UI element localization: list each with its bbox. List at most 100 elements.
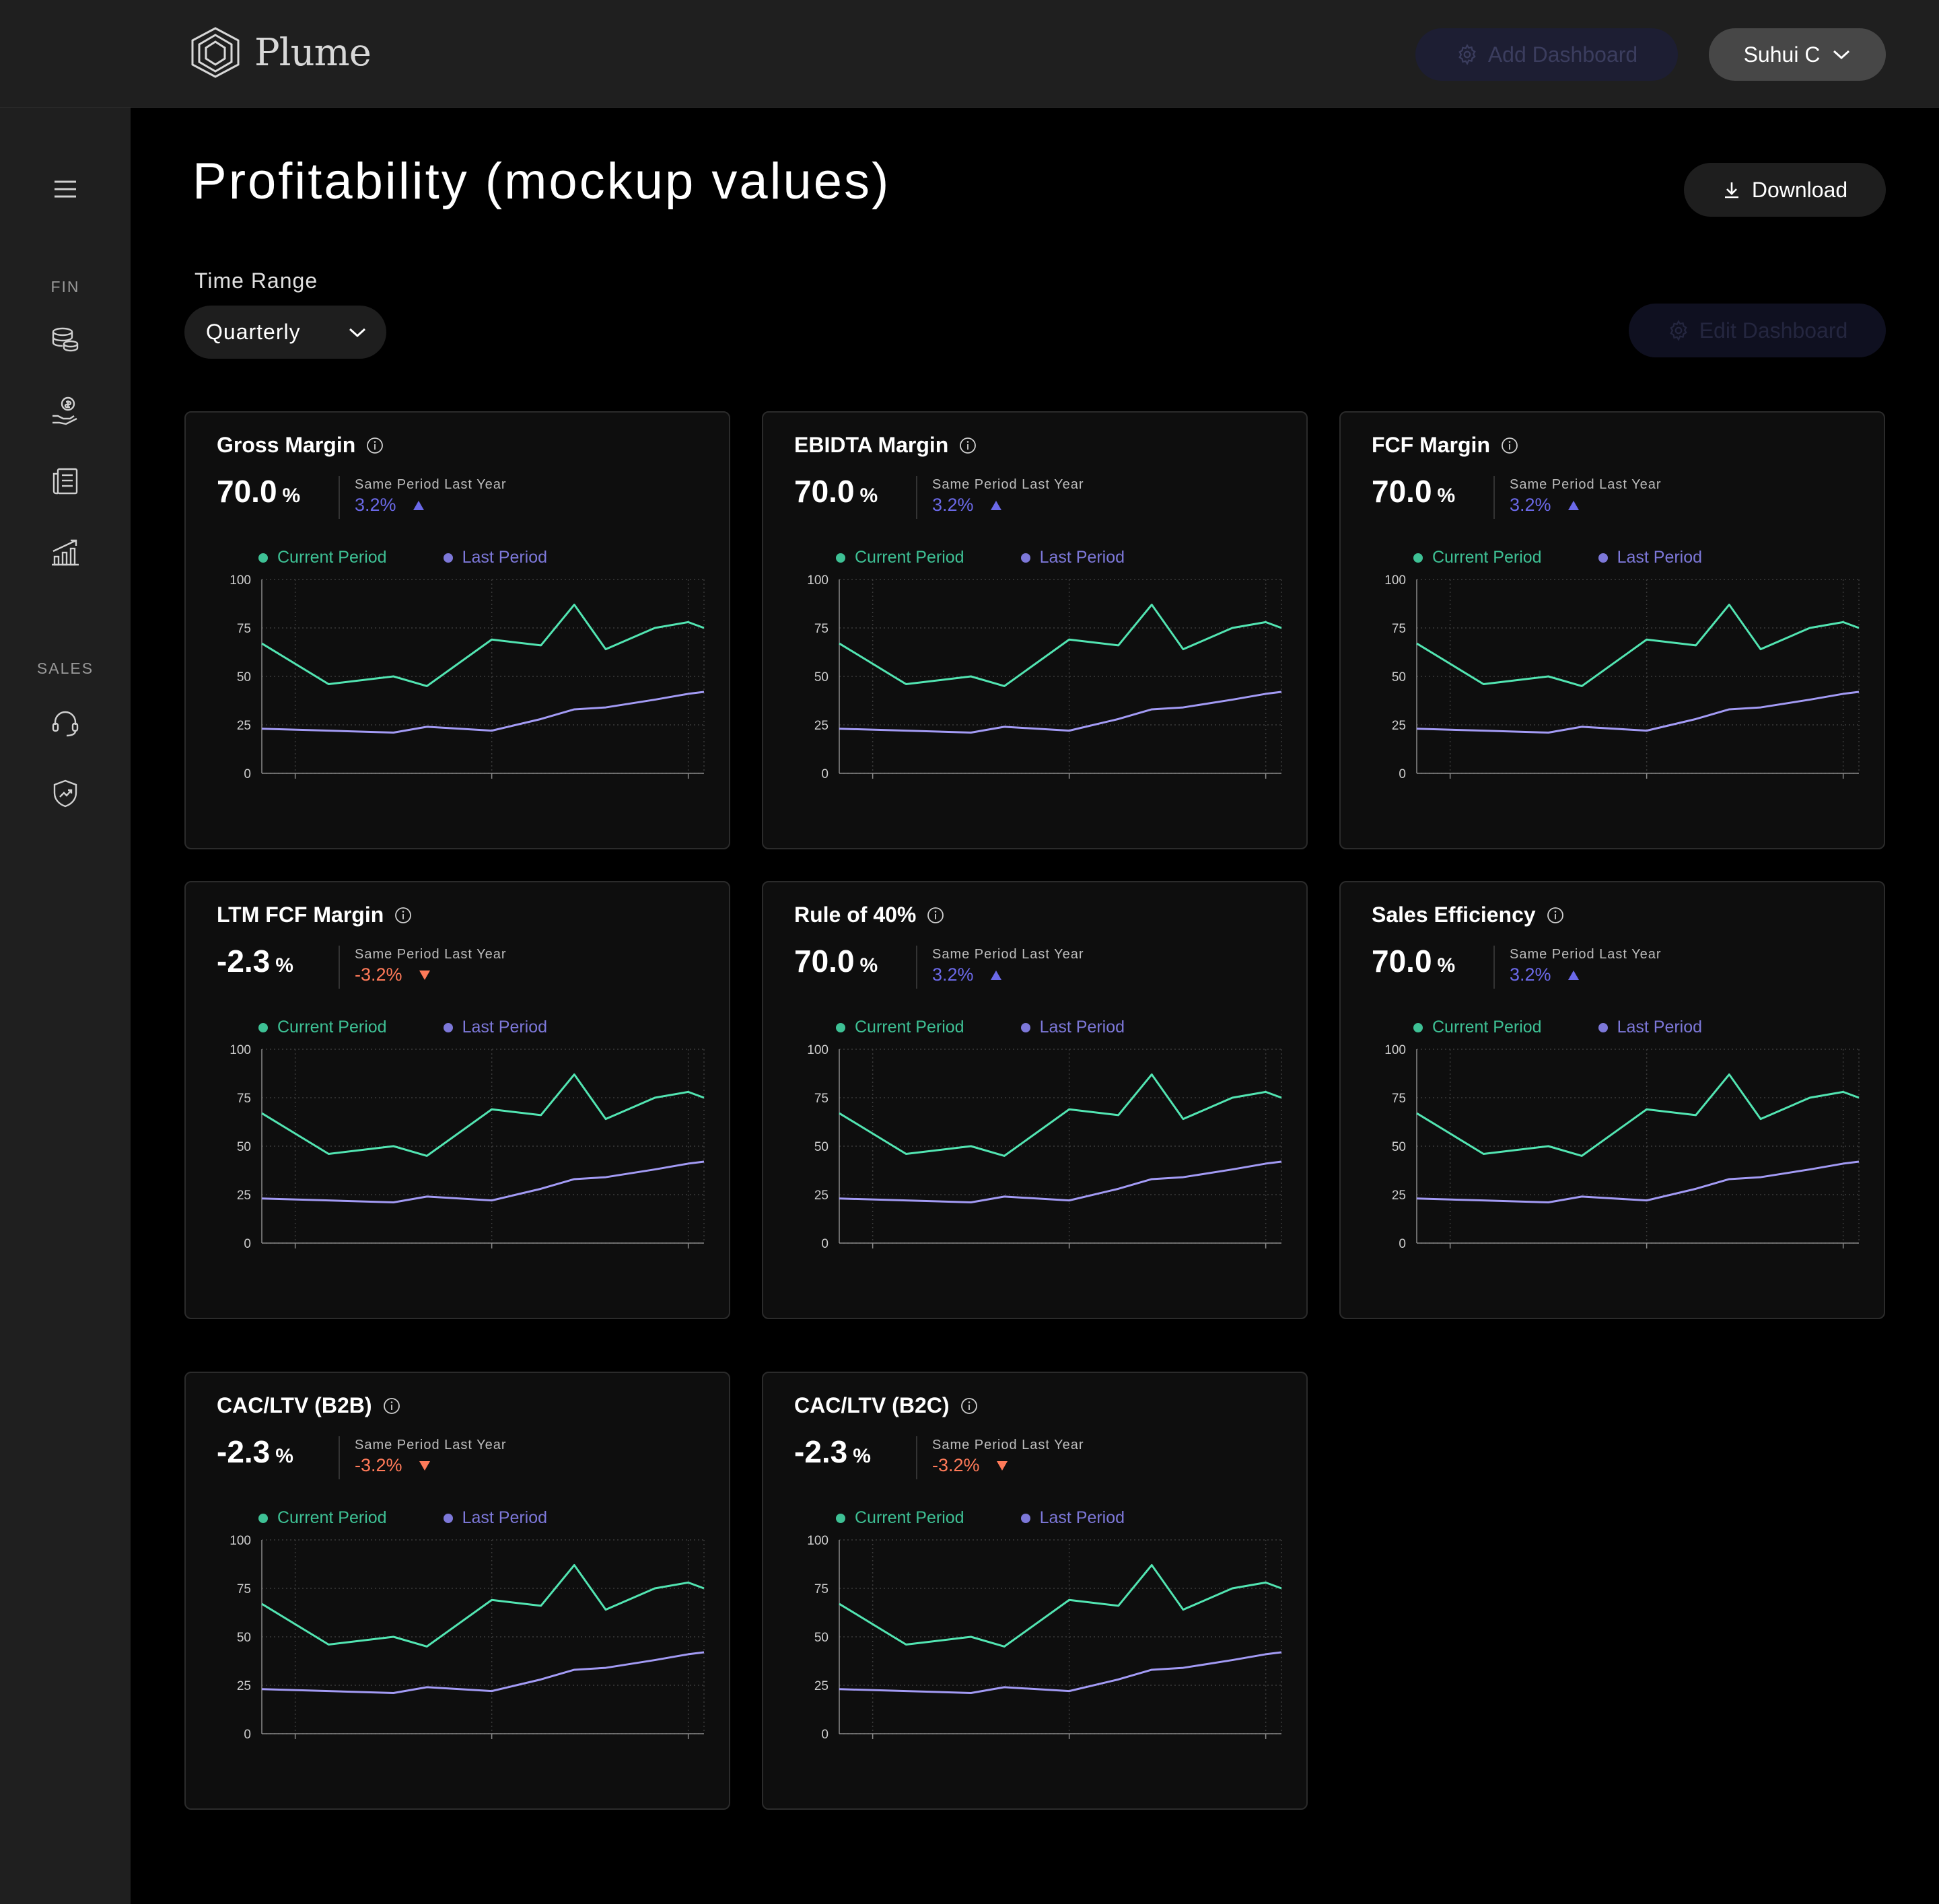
legend-item-current[interactable]: Current Period — [836, 1508, 964, 1528]
legend-item-current[interactable]: Current Period — [1413, 1018, 1542, 1037]
time-range-label: Time Range — [195, 269, 318, 293]
legend-item-last[interactable]: Last Period — [1598, 1018, 1702, 1037]
metric-divider — [916, 946, 917, 989]
hand-money-icon[interactable] — [48, 394, 82, 427]
time-range-select[interactable]: Quarterly — [184, 306, 386, 359]
card-title: Gross Margin — [217, 433, 384, 458]
y-tick-label: 25 — [1392, 1189, 1406, 1203]
sidebar-section-sales: SALES — [36, 660, 94, 677]
metric-divider — [1493, 476, 1495, 519]
info-icon[interactable] — [960, 1397, 978, 1415]
metric-card: LTM FCF Margin -2.3% Same Period Last Year… — [184, 881, 730, 1319]
y-tick-label: 75 — [814, 622, 829, 636]
info-icon[interactable] — [1501, 437, 1518, 454]
plume-logo-icon — [191, 27, 240, 78]
legend-item-last[interactable]: Last Period — [1020, 1508, 1125, 1528]
user-menu-button[interactable]: Suhui C — [1709, 28, 1886, 81]
y-tick-label: 75 — [237, 1582, 251, 1596]
metric-divider — [1493, 946, 1495, 989]
x-tick-label: 2020 — [1436, 1257, 1464, 1258]
y-tick-label: 100 — [230, 1534, 251, 1548]
compare-value: 3.2% — [932, 964, 1002, 985]
headset-icon[interactable] — [48, 706, 82, 740]
legend-item-last[interactable]: Last Period — [1020, 1018, 1125, 1037]
legend-dot-last — [1020, 1022, 1030, 1032]
y-tick-label: 0 — [1399, 1237, 1406, 1251]
triangle-down-icon — [996, 1460, 1008, 1471]
legend-item-current[interactable]: Current Period — [836, 1018, 964, 1037]
y-tick-label: 75 — [1392, 622, 1406, 636]
compare-value-text: 3.2% — [355, 495, 396, 515]
menu-icon[interactable] — [48, 172, 82, 206]
legend-item-last[interactable]: Last Period — [1020, 548, 1125, 567]
legend-item-last[interactable]: Last Period — [443, 1018, 547, 1037]
metric-unit: % — [1437, 954, 1456, 977]
chart-legend: Current Period Last Period — [836, 1018, 1125, 1037]
triangle-up-icon — [413, 500, 424, 510]
legend-dot-current — [258, 1022, 268, 1032]
compare-value-text: 3.2% — [932, 964, 974, 985]
y-tick-label: 100 — [807, 1043, 829, 1057]
info-icon[interactable] — [927, 907, 944, 924]
card-title: EBIDTA Margin — [794, 433, 977, 458]
chart-legend: Current Period Last Period — [836, 548, 1125, 567]
legend-item-last[interactable]: Last Period — [443, 548, 547, 567]
x-tick-label: 2020 — [1436, 787, 1464, 788]
info-icon[interactable] — [959, 437, 977, 454]
line-chart: 0 25 50 75 100 2020 2021 2022 — [1384, 573, 1860, 788]
info-icon[interactable] — [383, 1397, 400, 1415]
x-tick-label: 2022 — [1251, 787, 1279, 788]
metric-card: Sales Efficiency 70.0% Same Period Last Ye… — [1339, 881, 1885, 1319]
line-chart: 0 25 50 75 100 2020 2021 2022 — [807, 1534, 1282, 1749]
y-tick-label: 50 — [814, 1631, 829, 1645]
download-button[interactable]: Download — [1684, 163, 1886, 217]
gear-icon — [1669, 320, 1687, 341]
compare-label: Same Period Last Year — [355, 1438, 507, 1452]
legend-label-last: Last Period — [1039, 1018, 1125, 1036]
metric-value: -2.3 — [217, 944, 271, 979]
y-tick-label: 50 — [237, 670, 251, 684]
y-tick-label: 50 — [814, 670, 829, 684]
info-icon[interactable] — [366, 437, 384, 454]
line-chart: 0 25 50 75 100 2020 2021 2022 — [1384, 1043, 1860, 1258]
download-label: Download — [1751, 177, 1848, 202]
edit-dashboard-label: Edit Dashboard — [1699, 318, 1848, 343]
y-tick-label: 100 — [1384, 573, 1406, 588]
ledger-icon[interactable] — [48, 464, 82, 498]
compare-value: 3.2% — [932, 495, 1002, 516]
y-tick-label: 100 — [230, 1043, 251, 1057]
legend-label-last: Last Period — [462, 1508, 548, 1527]
metric: 70.0% — [1372, 943, 1455, 979]
x-tick-label: 2020 — [858, 1748, 886, 1749]
series-line-current — [261, 1563, 705, 1648]
legend-label-last: Last Period — [1039, 548, 1125, 567]
metric: -2.3% — [217, 1434, 293, 1470]
card-title: FCF Margin — [1372, 433, 1518, 458]
info-icon[interactable] — [1547, 907, 1564, 924]
compare-label: Same Period Last Year — [355, 477, 507, 492]
top-bar: Plume Add Dashboard Suhui C — [0, 0, 1939, 108]
legend-item-current[interactable]: Current Period — [1413, 548, 1542, 567]
legend-item-current[interactable]: Current Period — [258, 1018, 387, 1037]
add-dashboard-button[interactable]: Add Dashboard — [1415, 28, 1678, 81]
legend-label-current: Current Period — [855, 548, 964, 567]
y-tick-label: 75 — [237, 622, 251, 636]
metric-card: CAC/LTV (B2B) -2.3% Same Period Last Year -… — [184, 1372, 730, 1810]
user-name: Suhui C — [1743, 42, 1821, 67]
series-line-last — [839, 691, 1282, 734]
legend-item-current[interactable]: Current Period — [258, 548, 387, 567]
logo[interactable]: Plume — [187, 26, 372, 79]
metric-card: Gross Margin 70.0% Same Period Last Year 3.… — [184, 411, 730, 849]
legend-item-last[interactable]: Last Period — [443, 1508, 548, 1528]
metric: -2.3% — [217, 943, 293, 979]
shield-chart-icon[interactable] — [48, 777, 82, 810]
legend-item-last[interactable]: Last Period — [1598, 548, 1702, 567]
y-tick-label: 100 — [807, 573, 829, 588]
growth-chart-icon[interactable] — [48, 535, 82, 569]
metric-card: Rule of 40% 70.0% Same Period Last Year 3.2… — [762, 881, 1308, 1319]
legend-item-current[interactable]: Current Period — [836, 548, 964, 567]
legend-item-current[interactable]: Current Period — [258, 1508, 387, 1528]
edit-dashboard-button[interactable]: Edit Dashboard — [1629, 304, 1886, 357]
info-icon[interactable] — [394, 907, 412, 924]
coins-icon[interactable] — [48, 323, 82, 357]
